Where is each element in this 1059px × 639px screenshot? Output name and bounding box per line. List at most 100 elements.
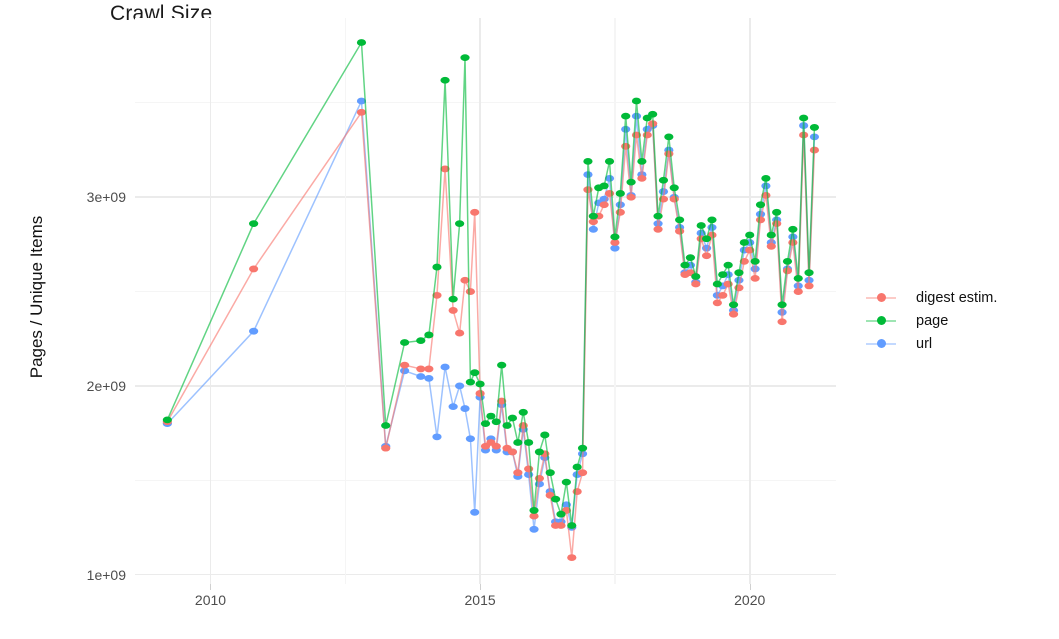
data-point [561,478,571,486]
data-point [691,273,701,280]
data-point [513,439,523,446]
data-point [455,329,465,337]
data-point [249,265,259,273]
data-point [440,165,450,173]
legend-key-icon [866,334,896,354]
data-point [588,212,598,220]
data-point [691,280,701,288]
data-point [588,225,598,233]
data-point [588,218,598,226]
data-point [583,157,593,165]
data-point [470,208,480,216]
data-point [400,339,410,346]
data-point [381,444,391,452]
data-point [723,261,733,269]
y-axis-tick-label: 2e+09 [86,377,126,394]
series-page [162,39,820,529]
gridline-horizontal-major [135,196,836,199]
data-point [513,469,523,477]
gridline-vertical-major [479,18,481,584]
data-point [755,216,766,224]
data-point [556,522,566,529]
data-point [424,331,434,339]
data-point [460,54,470,62]
legend-key-icon [866,288,896,308]
data-point [440,76,450,84]
data-point [664,133,674,141]
data-point [491,442,501,450]
data-point [782,257,793,265]
data-point [356,39,367,46]
x-axis-tick-label: 2015 [464,592,496,608]
data-point [529,525,539,533]
legend-key-icon [866,311,896,331]
legend-item[interactable]: digest estim. [866,286,1056,309]
data-point [249,327,259,335]
data-point [545,469,555,477]
data-point [432,291,442,299]
gridline-vertical-minor [614,18,616,584]
legend-item[interactable]: url [866,332,1056,355]
data-point [432,263,442,271]
data-point [621,125,631,133]
x-axis-tick-mark [749,584,751,590]
data-point [416,365,426,373]
data-point [621,112,631,120]
data-point [424,374,434,382]
data-point [777,301,787,309]
data-point [782,267,793,275]
data-point [460,276,470,284]
data-point [465,435,475,443]
data-point [518,408,528,416]
data-point [766,242,776,250]
data-point [788,225,798,233]
data-point [529,507,539,514]
legend-item-label: url [916,335,933,352]
data-point [486,412,496,420]
data-point [567,522,577,529]
data-point [567,554,577,561]
data-point [745,231,755,239]
data-point [631,97,642,105]
data-point [648,110,658,118]
data-point [804,282,814,290]
y-axis-tick-label: 1e+09 [86,566,126,583]
data-point [653,225,663,233]
data-point [809,124,820,131]
data-point [707,216,717,224]
data-point [799,114,809,122]
data-point [448,295,458,303]
data-point [675,227,685,235]
series-line [166,110,816,558]
data-point [577,469,588,477]
plot-area [135,18,836,584]
data-point [465,288,475,295]
data-series-layer [162,39,820,561]
data-point [416,373,426,380]
data-point [766,231,776,239]
data-point [455,220,465,228]
data-point [626,193,636,201]
series-line [166,98,816,530]
data-point [680,261,690,269]
legend-dot [877,293,886,302]
series-digest-estim- [162,108,820,561]
data-point [664,150,674,158]
y-axis-tick-label: 3e+09 [86,189,126,206]
legend-item[interactable]: page [866,309,1056,332]
data-point [728,310,739,318]
legend-dot [877,316,886,325]
legend-item-label: digest estim. [916,289,998,306]
data-point [381,422,391,429]
data-point [524,439,534,446]
data-point [793,274,803,282]
data-point [728,301,739,309]
data-point [734,276,744,284]
data-point [675,216,685,224]
gridline-horizontal-minor [135,290,836,293]
x-axis-tick-mark [210,584,212,590]
data-point [750,257,760,265]
series-url [162,97,820,533]
data-point [669,184,679,192]
